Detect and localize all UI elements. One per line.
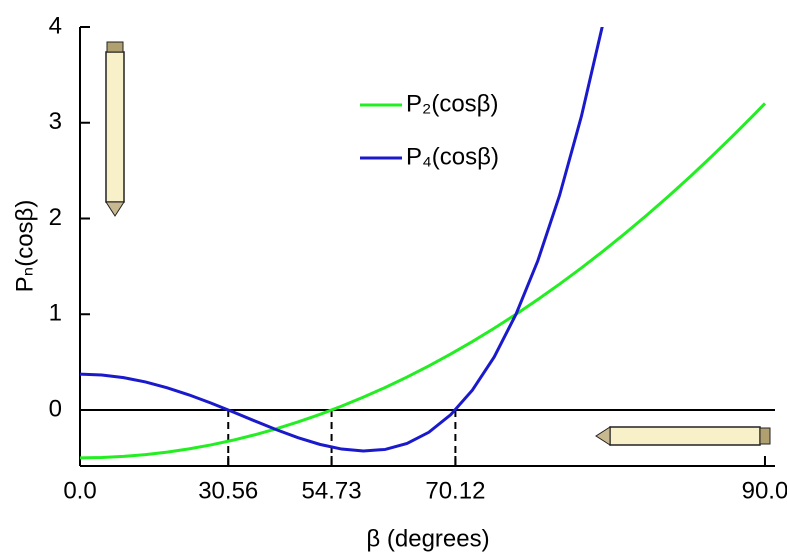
legend-label: P₄(cosβ) [406, 143, 499, 170]
x-tick-label: 90.0 [742, 477, 787, 504]
legend-label: P₂(cosβ) [406, 90, 498, 117]
y-tick-label: 2 [49, 204, 62, 231]
y-tick-label: 3 [49, 108, 62, 135]
plot-area [80, 27, 767, 460]
x-tick-label: 30.56 [198, 477, 258, 504]
line-series [80, 27, 604, 453]
y-axis-title: Pₙ(cosβ) [11, 200, 38, 293]
line-series [80, 102, 767, 460]
y-tick-label: 1 [49, 300, 62, 327]
x-axis-title: β (degrees) [366, 525, 489, 552]
pencil-vertical [105, 41, 125, 217]
x-tick-label: 54.73 [302, 477, 362, 504]
y-tick-label: 4 [49, 12, 62, 39]
x-tick-label: 70.12 [425, 477, 485, 504]
x-tick-label: 0.0 [63, 477, 96, 504]
y-tick-label: 0 [49, 395, 62, 422]
pencil-horizontal [595, 426, 771, 446]
